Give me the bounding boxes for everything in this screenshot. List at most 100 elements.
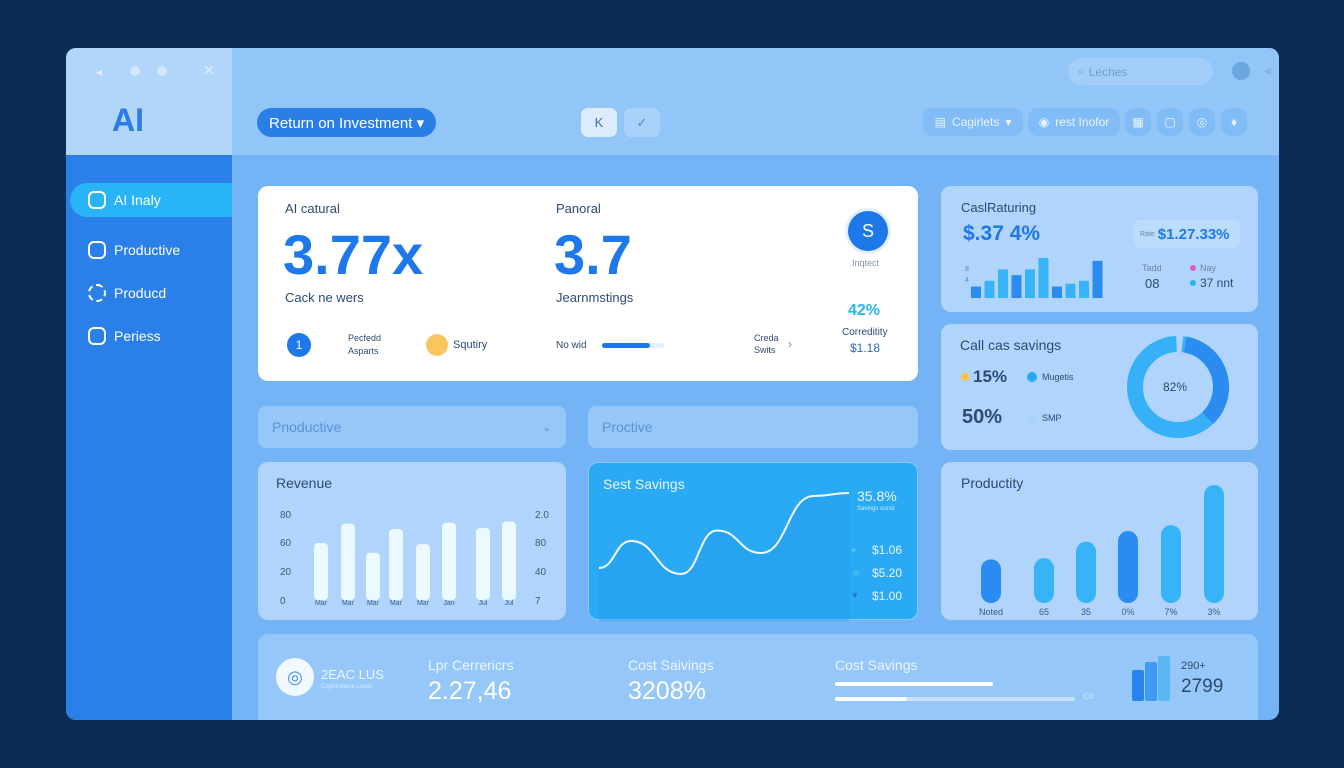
globe-icon[interactable] xyxy=(1232,62,1250,80)
x-tick: 3% xyxy=(1207,607,1220,617)
headline-value: 35.8% xyxy=(857,488,897,504)
legend-dot xyxy=(961,373,969,381)
x-tick: Jul xyxy=(505,600,514,607)
card-title: Call cas savings xyxy=(960,337,1062,353)
cost-savings-card: Sest Savings 35.8% Savings ounst ♥ $1.06… xyxy=(588,462,918,621)
x-tick: 65 xyxy=(1039,607,1049,617)
kpi-percent-value: $1.18 xyxy=(850,341,881,355)
y-tick-left: 0 xyxy=(280,596,286,607)
axis-tick: 4 xyxy=(965,277,969,284)
rest-filter[interactable]: ◉ rest Inofor xyxy=(1028,108,1120,136)
legend-label: Tadd xyxy=(1142,263,1162,273)
sidebar-item-periess[interactable]: Periess xyxy=(70,319,232,353)
kpi-card: AI catural 3.77x Cack ne wers Panoral 3.… xyxy=(258,186,918,381)
back-icon[interactable]: ◂ xyxy=(96,65,103,79)
mini-bar xyxy=(984,280,995,298)
productive-select[interactable]: Pnoductive ⌄ xyxy=(258,406,566,448)
legend-label: Nay xyxy=(1200,263,1217,273)
calendar-button[interactable]: ▦ xyxy=(1125,108,1151,136)
microphone-button[interactable]: ♦ xyxy=(1221,108,1247,136)
dot-icon xyxy=(853,570,859,576)
rate-badge: Rate $1.27.33% xyxy=(1134,220,1240,248)
stat-value: 15% xyxy=(973,367,1008,386)
chevron-right-icon[interactable]: › xyxy=(788,337,792,351)
search-input[interactable]: ⌕ Leches xyxy=(1068,58,1213,85)
chevron-down-icon: ▾ xyxy=(1005,115,1012,129)
sidebar-item-label: Periess xyxy=(114,328,161,344)
down-arrow-icon: ▼ xyxy=(851,591,859,600)
progress-end-label: ℂ0 xyxy=(1083,692,1094,701)
y-tick-right: 40 xyxy=(535,567,547,578)
call-savings-card: Call cas savings 15% Mugetis 50% SMP 82% xyxy=(941,324,1258,450)
revenue-bar xyxy=(476,527,490,600)
card-title: CaslRaturing xyxy=(961,200,1037,215)
mini-bar-chart xyxy=(971,258,1103,298)
mini-bar xyxy=(998,269,1008,298)
document-button[interactable]: ▢ xyxy=(1157,108,1183,136)
revenue-chart: 80 60 20 0 2.0 80 40 7 Mar Mar Mar Mar Mar Jan Jul Jul xyxy=(280,510,549,607)
x-tick: Mar xyxy=(417,600,430,607)
footer-label: Creda Swits xyxy=(754,333,779,355)
legend-dot xyxy=(1027,413,1037,423)
progress-bar xyxy=(835,697,1075,701)
kpi-label: Panoral xyxy=(556,201,601,216)
arrow-icon[interactable]: ◂ xyxy=(1264,62,1272,78)
metric-label: Lpr Cerrericrs xyxy=(428,657,514,673)
categories-filter[interactable]: ▤ Cagirlets ▾ xyxy=(923,108,1023,136)
avatar[interactable]: S xyxy=(848,211,888,251)
metric-value: 3208% xyxy=(628,677,706,705)
axis-tick: 8 xyxy=(965,266,969,273)
productivity-bar xyxy=(1034,558,1054,603)
roi-dropdown[interactable]: Return on Investment ▾ xyxy=(257,108,437,137)
productivity-bar xyxy=(1076,541,1096,603)
progress-label: No wid xyxy=(556,340,587,351)
window-dot[interactable] xyxy=(130,66,140,76)
filter-label: rest Inofor xyxy=(1055,115,1110,129)
bar-icon xyxy=(1145,662,1157,701)
metric-value: 2.27,46 xyxy=(428,677,512,705)
x-tick: Mar xyxy=(390,600,403,607)
donut-label: 82% xyxy=(1163,380,1188,394)
filter-label: Cagirlets xyxy=(951,115,1000,129)
kpi-label: AI catural xyxy=(285,201,340,216)
summary-footer: ◎ 2EAC LUS Cogntrolaive Leeds Lpr Cerrer… xyxy=(258,634,1258,720)
sidebar-item-producd[interactable]: Producd xyxy=(70,276,232,310)
card-value: $.37 4% xyxy=(963,222,1041,245)
y-tick-left: 20 xyxy=(280,567,292,578)
app-logo: AI xyxy=(112,102,144,138)
check-button[interactable]: ✓ xyxy=(624,108,660,137)
mini-bar xyxy=(1025,269,1035,298)
legend-label: Mugetis xyxy=(1042,372,1074,382)
toolbar-k-button[interactable]: K xyxy=(581,108,617,137)
productivity-bar xyxy=(1204,485,1224,603)
mini-bar xyxy=(1038,258,1049,298)
sidebar-item-productive[interactable]: Productive xyxy=(70,233,232,267)
window-dot[interactable] xyxy=(157,66,167,76)
revenue-card: Revenue 80 60 20 0 2.0 80 40 7 Mar Mar Mar Mar Mar Ja… xyxy=(258,462,566,620)
fingerprint-button[interactable]: ◎ xyxy=(1189,108,1215,136)
savings-row: $1.00 xyxy=(872,589,903,603)
x-tick: Mar xyxy=(367,600,380,607)
savings-row: $1.06 xyxy=(872,543,903,557)
proctive-select[interactable]: Proctive xyxy=(588,406,918,448)
x-tick: Mar xyxy=(315,600,328,607)
header: Return on Investment ▾ K ✓ ⌕Leches ◂ ⇞ ▤… xyxy=(232,48,1279,155)
metric-label: Cost Saivings xyxy=(628,657,714,673)
metric-label: Cost Savings xyxy=(835,657,918,673)
savings-row: $5.20 xyxy=(872,566,903,580)
circle-icon xyxy=(88,284,106,302)
sidebar-item-ai-inaly[interactable]: AI Inaly xyxy=(70,183,232,217)
savings-line-chart xyxy=(598,492,850,621)
card-title: Revenue xyxy=(276,475,333,491)
productivity-bar xyxy=(1161,525,1181,603)
user-icon: ◉ xyxy=(1038,115,1050,129)
close-icon[interactable]: ✕ xyxy=(203,62,215,78)
count-badge: 1 xyxy=(287,333,311,357)
kpi-value: 3.7 xyxy=(554,223,632,286)
headline-sub: Savings ounst xyxy=(857,506,895,512)
company-name: 2EAC LUS xyxy=(321,667,384,682)
company-subtitle: Cogntrolaive Leeds xyxy=(321,684,373,690)
footer-label: Pecfedd Asparts xyxy=(348,333,382,356)
line-area xyxy=(599,493,849,621)
mini-bar xyxy=(1052,286,1062,298)
